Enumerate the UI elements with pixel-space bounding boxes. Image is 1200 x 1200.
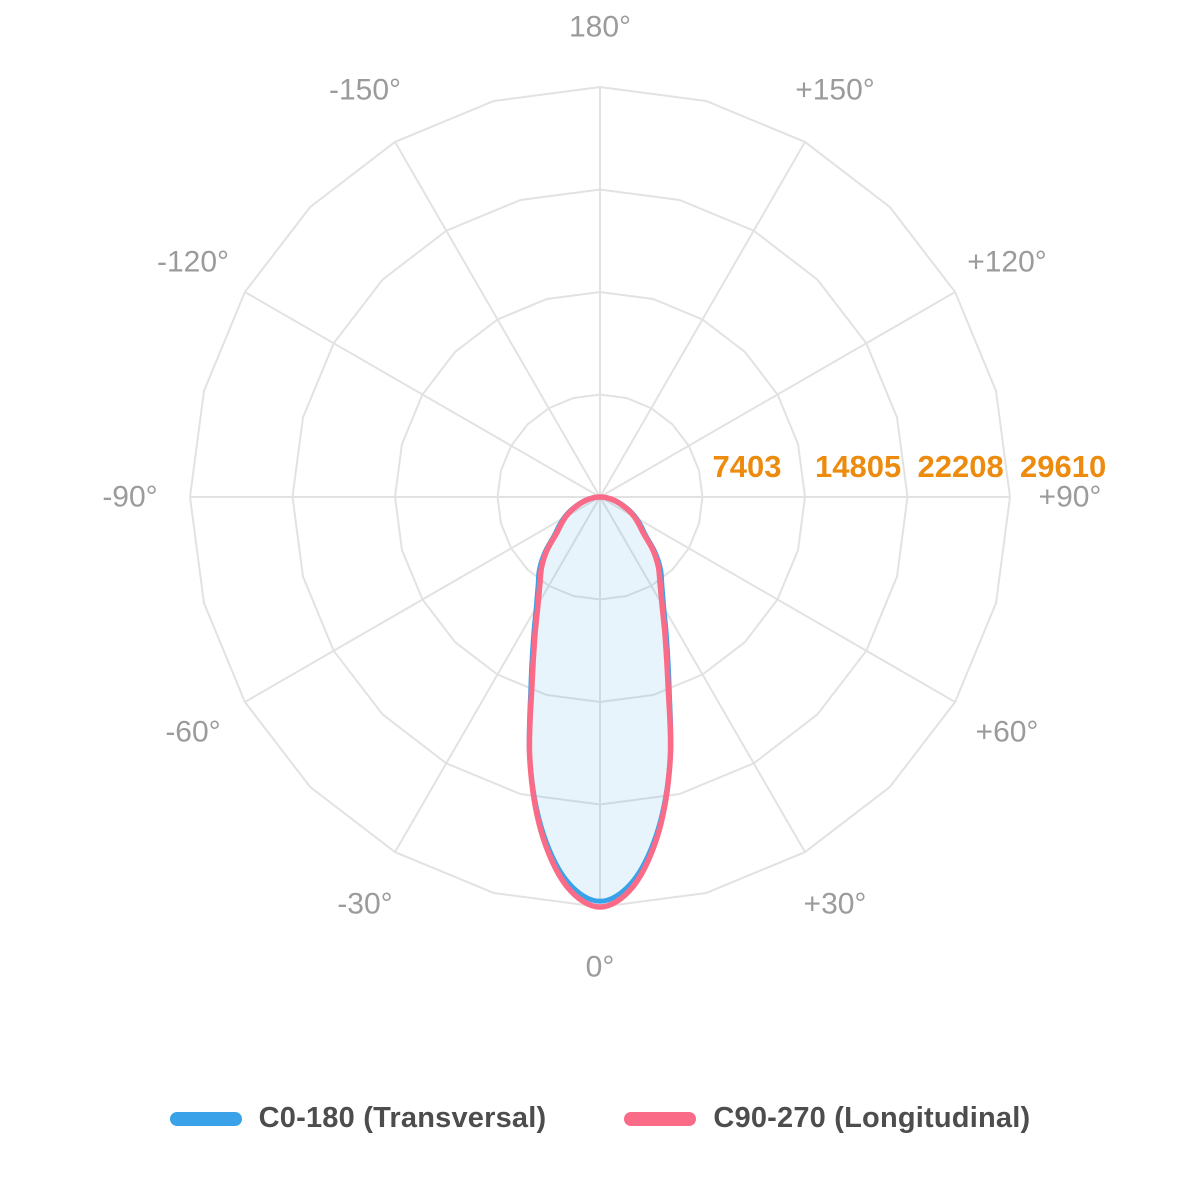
angle-label-0: 0° bbox=[586, 951, 615, 984]
grid-spoke bbox=[244, 496, 601, 703]
angle-label-p150: +150° bbox=[795, 74, 875, 107]
legend-item-c90-270[interactable]: C90-270 (Longitudinal) bbox=[624, 1102, 1030, 1135]
grid-spoke bbox=[599, 496, 956, 703]
radial-tick-label-29610: 29610 bbox=[1020, 449, 1106, 484]
angle-label--60: -60° bbox=[165, 716, 220, 749]
angle-label--120: -120° bbox=[157, 246, 229, 279]
grid-spoke bbox=[599, 141, 806, 498]
radial-tick-label-7403: 7403 bbox=[713, 449, 782, 484]
angle-label-p30: +30° bbox=[804, 888, 867, 921]
grid-spoke bbox=[599, 496, 806, 853]
legend-item-c0-180[interactable]: C0-180 (Transversal) bbox=[169, 1102, 547, 1135]
polar-chart-canvas: 0° +30° +60° +90° +120° +150° 180° -150° -120° -9… bbox=[102, 11, 1106, 984]
legend-swatch-c90-270 bbox=[624, 1111, 697, 1126]
grid-spoke bbox=[394, 141, 601, 498]
legend-label-c90-270: C90-270 (Longitudinal) bbox=[713, 1102, 1031, 1134]
grid-spoke bbox=[244, 291, 601, 498]
angle-label--150: -150° bbox=[329, 74, 401, 107]
legend-swatch-c0-180 bbox=[169, 1111, 242, 1126]
angle-label-p90: +90° bbox=[1039, 481, 1102, 514]
series-curve-c90-270 bbox=[526, 494, 674, 910]
grid-spoke bbox=[599, 291, 956, 498]
angle-label-p60: +60° bbox=[976, 716, 1039, 749]
legend-label-c0-180: C0-180 (Transversal) bbox=[258, 1102, 547, 1134]
angle-label-p120: +120° bbox=[967, 246, 1047, 279]
series-curve-c0-180 bbox=[526, 494, 674, 904]
radial-tick-label-22208: 22208 bbox=[918, 449, 1004, 484]
angle-label--90: -90° bbox=[102, 481, 157, 514]
angle-label-180: 180° bbox=[569, 11, 631, 44]
angle-label--30: -30° bbox=[337, 888, 392, 921]
grid-spoke bbox=[394, 496, 601, 853]
radial-tick-label-14805: 14805 bbox=[815, 449, 901, 484]
chart-legend: C0-180 (Transversal) C90-270 (Longitudin… bbox=[0, 1102, 1200, 1135]
